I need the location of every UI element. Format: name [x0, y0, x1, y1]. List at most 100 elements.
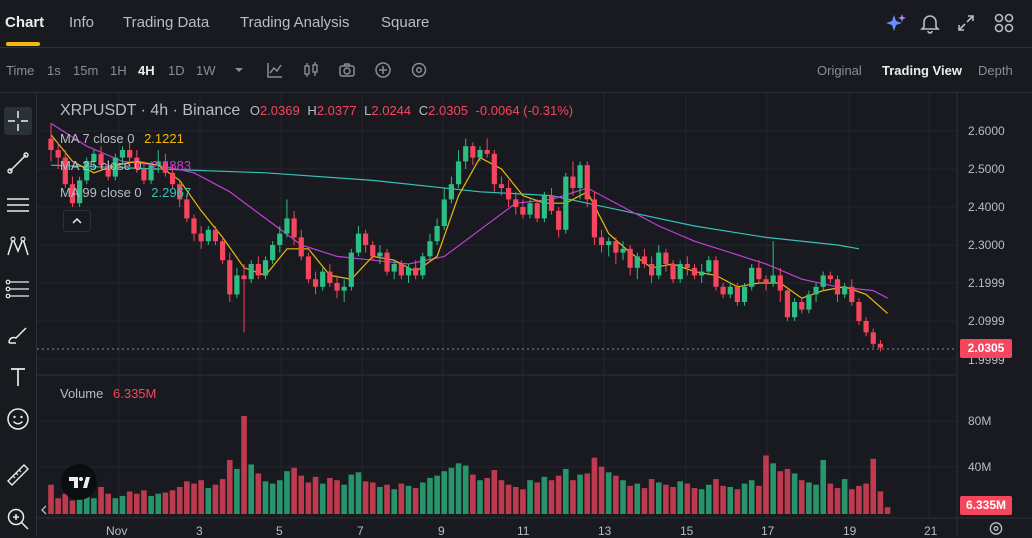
candle-body — [584, 165, 590, 200]
candle-body — [298, 237, 304, 257]
tab-info[interactable]: Info — [69, 14, 95, 31]
candle-body — [706, 260, 712, 272]
interval-1s[interactable]: 1s — [47, 63, 61, 78]
volume-bar — [420, 482, 426, 514]
date-tick: 3 — [196, 524, 203, 538]
ma7-legend[interactable]: MA 7 close 0 2.1221 — [60, 131, 184, 146]
date-tick: 15 — [680, 524, 694, 538]
time-label[interactable]: Time — [6, 63, 35, 78]
volume-bar — [877, 491, 884, 514]
candle-body — [498, 184, 505, 188]
candle-body — [627, 248, 633, 268]
view-original[interactable]: Original — [817, 63, 862, 78]
interval-1h[interactable]: 1H — [110, 63, 127, 78]
volume-bar — [398, 483, 405, 514]
candle-body — [649, 264, 655, 276]
volume-bar — [148, 495, 154, 514]
candle-body — [563, 176, 569, 230]
interval-4h[interactable]: 4H — [138, 63, 155, 78]
date-tick: 19 — [843, 524, 857, 538]
indicator-chart-icon[interactable] — [266, 61, 284, 79]
candle-body — [169, 172, 176, 185]
volume-bar — [512, 486, 519, 514]
volume-bar — [884, 507, 891, 514]
settings-icon[interactable] — [410, 61, 428, 79]
volume-bar — [334, 480, 340, 514]
scroll-left-icon[interactable] — [38, 501, 50, 519]
pattern-icon[interactable] — [4, 233, 32, 261]
view-depth[interactable]: Depth — [978, 63, 1013, 78]
candle-body — [663, 252, 669, 264]
axis-settings-icon[interactable] — [987, 520, 1005, 537]
volume-bar — [584, 473, 591, 514]
ruler-icon[interactable] — [4, 461, 32, 489]
candle-body — [312, 279, 319, 287]
candle-body — [670, 264, 676, 280]
ma25-legend[interactable]: MA 25 close 0 2.1883 — [60, 158, 192, 173]
volume-bar — [391, 489, 397, 514]
trend-line-icon[interactable] — [4, 149, 32, 177]
volume-bar — [477, 480, 483, 514]
horizontal-lines-icon[interactable] — [4, 191, 32, 219]
candle-body — [84, 161, 90, 181]
expand-icon[interactable] — [955, 12, 977, 34]
volume-bar — [141, 490, 147, 514]
volume-bar — [663, 484, 669, 514]
volume-bar — [348, 474, 355, 514]
view-trading-view[interactable]: Trading View — [882, 63, 962, 78]
collapse-legend-button[interactable] — [63, 210, 91, 232]
fibonacci-icon[interactable] — [4, 275, 32, 303]
volume-bar — [627, 485, 633, 514]
volume-bar — [655, 482, 662, 514]
chevron-down-icon[interactable] — [230, 61, 248, 79]
candle-body — [799, 302, 805, 310]
ma7-line — [50, 134, 888, 314]
candle-body — [405, 267, 412, 276]
low-value: 2.0244 — [371, 103, 412, 118]
interval-1w[interactable]: 1W — [196, 63, 216, 78]
price-tick: 2.0999 — [968, 314, 1005, 328]
candle-body — [727, 286, 733, 295]
ai-sparkle-icon[interactable] — [885, 12, 907, 34]
candle-body — [849, 286, 855, 302]
brush-icon[interactable] — [4, 321, 32, 349]
volume-bar — [262, 481, 269, 514]
volume-bar — [541, 476, 548, 514]
tab-trading-data[interactable]: Trading Data — [123, 14, 210, 31]
text-tool-icon[interactable] — [4, 363, 32, 391]
candle-body — [105, 165, 111, 177]
candle-body — [284, 218, 290, 234]
tab-square[interactable]: Square — [381, 14, 430, 31]
volume-bar — [791, 473, 798, 514]
ma7-value: 2.1221 — [144, 131, 184, 146]
bell-icon[interactable] — [919, 12, 941, 34]
candle-body — [48, 138, 54, 150]
ma99-legend[interactable]: MA 99 close 0 2.2967 — [60, 185, 192, 200]
volume-bar — [563, 468, 569, 514]
volume-bar — [155, 493, 162, 514]
add-indicator-icon[interactable] — [374, 61, 392, 79]
interval-1d[interactable]: 1D — [168, 63, 185, 78]
candle-body — [291, 218, 297, 238]
volume-bar — [355, 472, 362, 514]
volume-bar — [820, 459, 826, 514]
tab-trading-analysis[interactable]: Trading Analysis — [240, 14, 350, 31]
volume-bar — [505, 484, 512, 514]
emoji-icon[interactable] — [4, 405, 32, 433]
camera-icon[interactable] — [338, 61, 356, 79]
price-chart[interactable]: XRPUSDT · 4h · Binance O2.0369 H2.0377 L… — [37, 93, 1032, 538]
layout-grid-icon[interactable] — [993, 12, 1015, 34]
interval-15m[interactable]: 15m — [73, 63, 99, 78]
candle-type-icon[interactable] — [302, 61, 320, 79]
candle-body — [69, 184, 76, 204]
volume-bar — [462, 465, 469, 514]
crosshair-icon[interactable] — [4, 107, 32, 135]
volume-bar — [241, 416, 247, 514]
candle-body — [699, 271, 705, 276]
ma25-path — [50, 122, 888, 299]
tradingview-logo[interactable] — [61, 464, 97, 500]
date-tick: 13 — [598, 524, 612, 538]
chart-canvas[interactable] — [37, 93, 1032, 537]
zoom-in-icon[interactable] — [4, 505, 32, 533]
tab-chart[interactable]: Chart — [5, 14, 45, 31]
